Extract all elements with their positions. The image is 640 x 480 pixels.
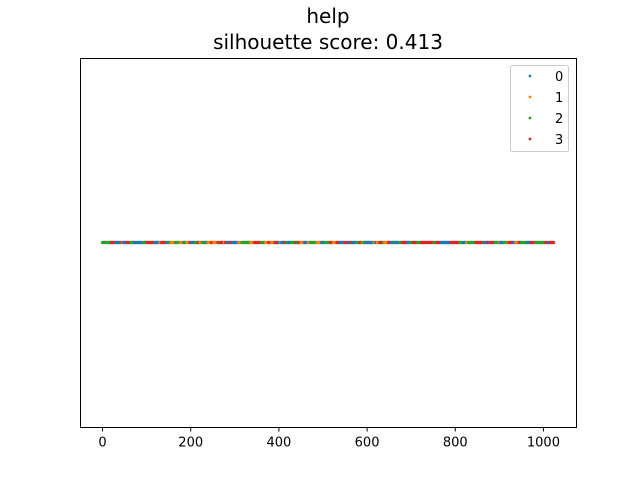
chart-subtitle: silhouette score: 0.413 (213, 30, 443, 54)
legend-label: 3 (555, 133, 563, 148)
legend-box (510, 65, 569, 152)
x-tick-label: 400 (266, 436, 291, 451)
legend-marker (528, 74, 532, 78)
data-points (100, 240, 556, 245)
legend-marker (528, 116, 532, 120)
legend-label: 1 (555, 91, 563, 106)
chart-title: help (306, 4, 349, 28)
plot-area: 0 200 400 600 800 1000 (80, 58, 577, 451)
x-tick-label: 600 (355, 436, 380, 451)
data-point-cluster-3 (551, 240, 556, 245)
x-tick-label: 800 (443, 436, 468, 451)
x-axis-ticks: 0 200 400 600 800 1000 (98, 427, 560, 451)
legend: 0 1 2 3 (510, 65, 569, 152)
x-tick-label: 1000 (527, 436, 560, 451)
legend-label: 0 (555, 70, 563, 85)
legend-label: 2 (555, 112, 563, 127)
legend-marker (528, 95, 532, 99)
legend-marker (528, 137, 532, 141)
x-tick-label: 0 (98, 436, 106, 451)
plot-frame (80, 58, 577, 428)
x-tick-label: 200 (178, 436, 203, 451)
